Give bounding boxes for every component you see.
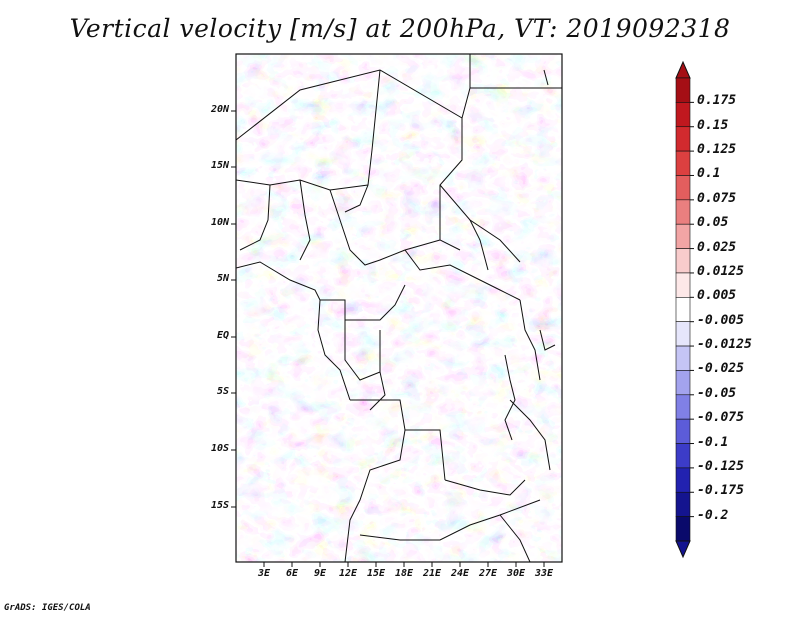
colorbar-label: -0.05 xyxy=(697,385,737,401)
colorbar-label: -0.2 xyxy=(697,507,729,523)
lon-label-30e: 30E xyxy=(506,568,526,579)
colorbar-segment xyxy=(675,126,691,152)
colorbar-label: -0.0125 xyxy=(697,337,752,353)
colorbar xyxy=(675,60,694,559)
colorbar-segment xyxy=(675,297,691,322)
velocity-field xyxy=(236,54,562,562)
colorbar-segment xyxy=(675,418,691,444)
colorbar-segment xyxy=(675,370,691,396)
colorbar-label: 0.125 xyxy=(697,142,737,158)
colorbar-segment xyxy=(675,199,691,225)
colorbar-segment xyxy=(675,443,691,469)
colorbar-segment xyxy=(675,467,691,493)
lon-label-21e: 21E xyxy=(422,568,442,579)
lat-label-15n: 15N xyxy=(210,160,229,171)
colorbar-label: 0.005 xyxy=(697,288,737,304)
colorbar-label: -0.075 xyxy=(697,410,744,426)
lat-label-5n: 5N xyxy=(216,273,229,284)
colorbar-label: -0.025 xyxy=(697,361,744,377)
colorbar-segment xyxy=(675,150,691,176)
colorbar-segment xyxy=(675,394,691,420)
lon-label-12e: 12E xyxy=(338,568,358,579)
chart-title: Vertical velocity [m/s] at 200hPa, VT: 2… xyxy=(69,14,731,43)
colorbar-label: -0.005 xyxy=(697,312,744,328)
colorbar-segment xyxy=(675,321,691,347)
lon-ticks xyxy=(263,562,545,567)
colorbar-label: -0.175 xyxy=(697,483,744,499)
colorbar-label: 0.0125 xyxy=(697,263,744,279)
colorbar-segment xyxy=(675,491,691,517)
colorbar-label: 0.1 xyxy=(697,166,721,182)
lat-label-10n: 10N xyxy=(210,217,229,228)
lat-label-eq: EQ xyxy=(216,330,229,341)
country-borders xyxy=(236,54,562,562)
lon-label-6e: 6E xyxy=(285,568,299,579)
lon-label-24e: 24E xyxy=(450,568,470,579)
lat-label-10s: 10S xyxy=(210,443,229,454)
credit-text: GrADS: IGES/COLA xyxy=(4,603,91,613)
colorbar-segment xyxy=(675,175,691,201)
colorbar-segment xyxy=(675,272,691,298)
map-panel xyxy=(235,53,563,563)
lon-label-15e: 15E xyxy=(366,568,386,579)
lat-label-15s: 15S xyxy=(210,500,229,511)
colorbar-bottom-arrow xyxy=(675,540,691,559)
colorbar-label: 0.025 xyxy=(697,239,737,255)
lon-label-33e: 33E xyxy=(534,568,554,579)
lon-label-3e: 3E xyxy=(257,568,271,579)
lon-label-9e: 9E xyxy=(313,568,327,579)
colorbar-label: 0.15 xyxy=(697,117,729,133)
colorbar-segment xyxy=(675,248,691,274)
colorbar-top-arrow xyxy=(675,60,691,79)
colorbar-segment xyxy=(675,223,691,249)
lon-label-27e: 27E xyxy=(478,568,498,579)
colorbar-segment xyxy=(675,77,691,103)
lat-label-5s: 5S xyxy=(216,386,229,397)
colorbar-label: 0.175 xyxy=(697,93,737,109)
colorbar-label: 0.05 xyxy=(697,215,729,231)
colorbar-segment xyxy=(675,345,691,371)
lat-ticks xyxy=(231,110,236,508)
map-frame xyxy=(235,53,563,563)
colorbar-label: 0.075 xyxy=(697,190,737,206)
colorbar-label: -0.1 xyxy=(697,434,729,450)
lon-label-18e: 18E xyxy=(394,568,414,579)
colorbar-segment xyxy=(675,516,691,542)
colorbar-label: -0.125 xyxy=(697,458,744,474)
colorbar-segment xyxy=(675,102,691,128)
lat-label-20n: 20N xyxy=(210,104,229,115)
